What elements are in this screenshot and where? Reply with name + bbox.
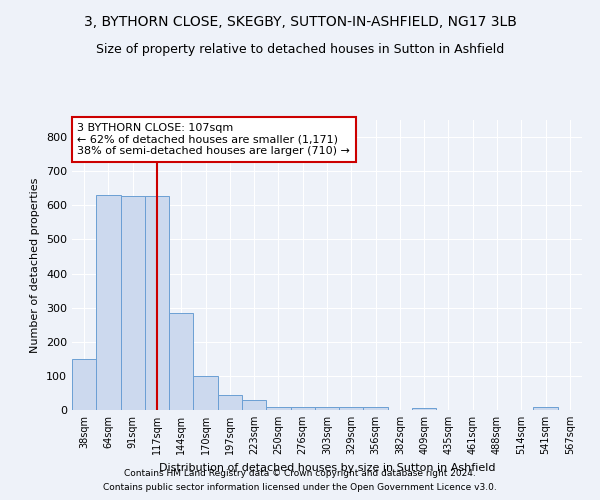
Bar <box>266 408 290 410</box>
Bar <box>96 195 121 410</box>
Bar <box>121 196 145 410</box>
Bar <box>315 408 339 410</box>
Bar <box>72 359 96 410</box>
Text: Contains HM Land Registry data © Crown copyright and database right 2024.: Contains HM Land Registry data © Crown c… <box>124 468 476 477</box>
Text: Size of property relative to detached houses in Sutton in Ashfield: Size of property relative to detached ho… <box>96 42 504 56</box>
Bar <box>290 408 315 410</box>
Bar <box>193 376 218 410</box>
Bar <box>339 408 364 410</box>
X-axis label: Distribution of detached houses by size in Sutton in Ashfield: Distribution of detached houses by size … <box>159 462 495 472</box>
Bar <box>412 408 436 410</box>
Text: 3, BYTHORN CLOSE, SKEGBY, SUTTON-IN-ASHFIELD, NG17 3LB: 3, BYTHORN CLOSE, SKEGBY, SUTTON-IN-ASHF… <box>83 15 517 29</box>
Bar <box>533 408 558 410</box>
Text: Contains public sector information licensed under the Open Government Licence v3: Contains public sector information licen… <box>103 484 497 492</box>
Bar <box>364 408 388 410</box>
Bar <box>145 196 169 410</box>
Y-axis label: Number of detached properties: Number of detached properties <box>31 178 40 352</box>
Bar <box>218 395 242 410</box>
Bar <box>242 400 266 410</box>
Text: 3 BYTHORN CLOSE: 107sqm
← 62% of detached houses are smaller (1,171)
38% of semi: 3 BYTHORN CLOSE: 107sqm ← 62% of detache… <box>77 123 350 156</box>
Bar <box>169 313 193 410</box>
